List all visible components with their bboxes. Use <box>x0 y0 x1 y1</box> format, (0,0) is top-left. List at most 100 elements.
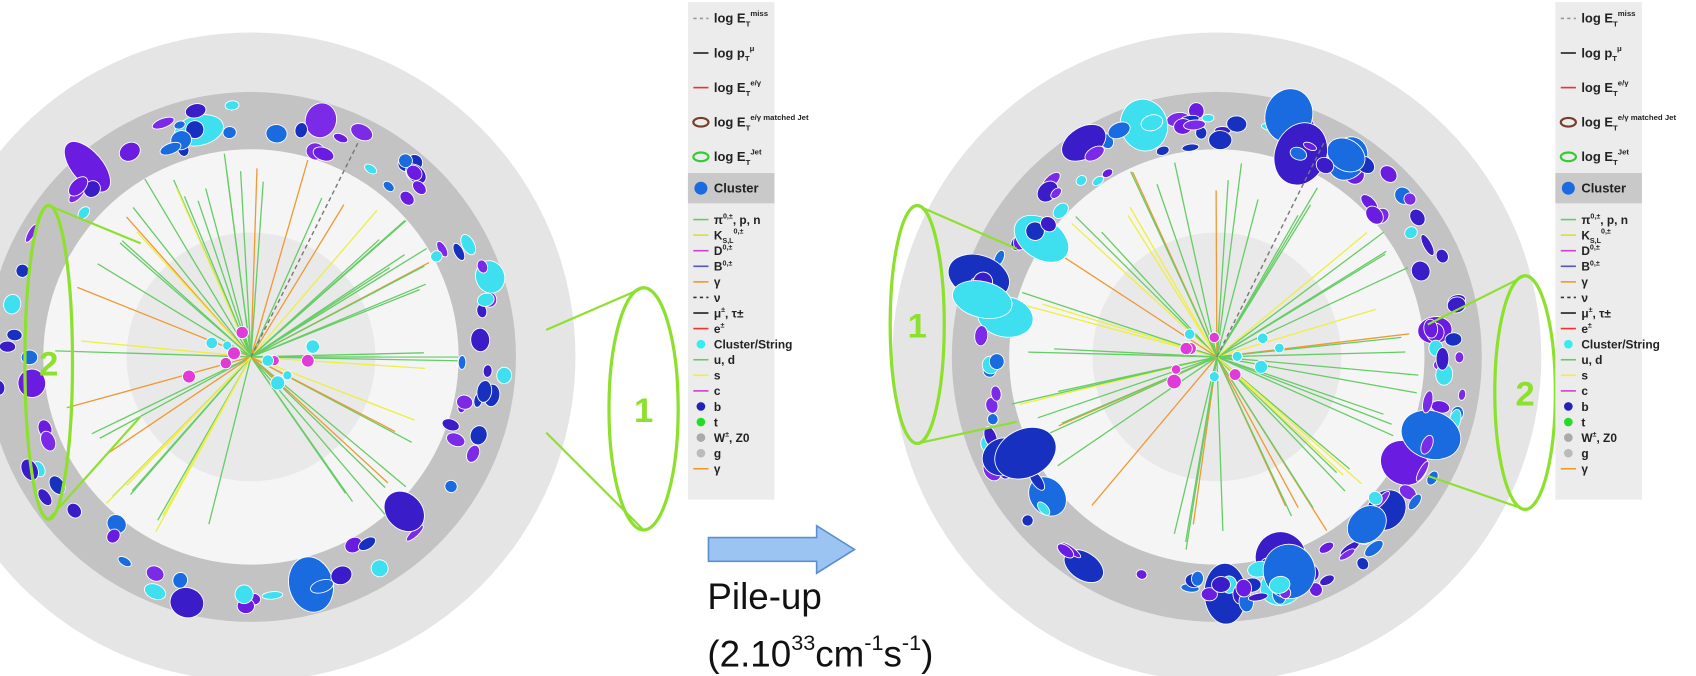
legend-label: π0,±, p, n <box>1581 213 1628 227</box>
superscript: μ <box>1617 44 1622 53</box>
vertex <box>1167 374 1181 388</box>
cluster <box>458 355 466 369</box>
text-part: u, d <box>714 353 735 367</box>
vertex <box>1232 351 1242 361</box>
subscript: T <box>1612 54 1617 63</box>
legend-label: ν <box>714 291 721 305</box>
subscript: T <box>746 20 751 29</box>
cluster <box>1436 348 1449 371</box>
cluster <box>1455 352 1464 363</box>
track <box>1216 190 1217 357</box>
legend-label: Cluster <box>1581 181 1626 196</box>
legend-label: s <box>1581 369 1588 383</box>
vertex <box>228 347 241 360</box>
superscript: ± <box>720 322 724 330</box>
superscript: e/γ matched Jet <box>1618 113 1677 122</box>
text-part: γ <box>1581 275 1588 289</box>
superscript: -1 <box>864 630 883 655</box>
text-part: μ <box>1581 306 1588 320</box>
text-part: , τ± <box>1593 306 1612 320</box>
text-part: s <box>714 369 721 383</box>
superscript: ± <box>1588 322 1592 330</box>
text-part: log E <box>714 149 746 164</box>
cluster <box>1202 114 1214 122</box>
legend-label: γ <box>714 462 721 476</box>
cluster <box>989 354 1004 370</box>
vertex <box>283 371 292 380</box>
jet-label: 1 <box>908 307 927 345</box>
legend-label: μ±, τ± <box>714 306 744 320</box>
legend-label: γ <box>1581 275 1588 289</box>
legend-symbol <box>1564 402 1573 411</box>
text-part: Cluster/String <box>1581 337 1660 351</box>
vertex <box>1209 372 1219 382</box>
text-part: ν <box>714 291 721 305</box>
legend-symbol <box>694 182 707 195</box>
text-part: log E <box>1581 115 1613 130</box>
vertex <box>206 337 218 349</box>
cluster <box>0 341 16 353</box>
legend-label: s <box>714 369 721 383</box>
text-part: W <box>714 431 726 445</box>
event-display: 21 <box>0 32 678 676</box>
legend-label: W±, Z0 <box>714 431 750 445</box>
text-part: μ <box>714 306 721 320</box>
text-part: b <box>714 400 721 414</box>
text-part: log E <box>714 80 746 95</box>
superscript: 0,± <box>1590 213 1600 221</box>
superscript: 0,± <box>734 228 744 236</box>
text-part: b <box>1581 400 1588 414</box>
text-part: , p, n <box>733 213 761 227</box>
vertex <box>220 357 231 368</box>
legend-label: b <box>1581 400 1588 414</box>
vertex <box>1171 365 1181 375</box>
legend-label: b <box>714 400 721 414</box>
legend-symbol <box>1564 449 1573 458</box>
text-part: , τ± <box>725 306 744 320</box>
vertex <box>1257 333 1268 344</box>
superscript: e/γ <box>750 78 761 87</box>
vertex <box>183 370 196 383</box>
subscript: T <box>1613 89 1618 98</box>
text-part: log E <box>1581 149 1613 164</box>
legend-symbol <box>697 402 706 411</box>
text-part: g <box>714 447 721 461</box>
subscript: T <box>1613 158 1618 167</box>
superscript: 0,± <box>1590 259 1600 267</box>
text-part: c <box>714 384 721 398</box>
vertex <box>1180 342 1192 354</box>
text-part: Cluster/String <box>714 337 793 351</box>
vertex <box>306 340 319 353</box>
legend-symbol <box>697 418 706 427</box>
text-part: log p <box>1581 45 1612 60</box>
text-part: , Z0 <box>1596 431 1617 445</box>
jet-cone-edge <box>546 433 643 530</box>
legend-label: γ <box>1581 462 1588 476</box>
jet-label: 2 <box>1515 376 1534 414</box>
vertex <box>301 354 314 367</box>
superscript: e/γ matched Jet <box>750 113 809 122</box>
text-part: c <box>1581 384 1588 398</box>
text-part: g <box>1581 447 1588 461</box>
arrow <box>708 526 854 574</box>
legend-label: Cluster <box>714 181 759 196</box>
figure: 21 12 log ETmisslog pTμlog ETe/γlog ETe/… <box>0 0 1696 676</box>
text-part: u, d <box>1581 353 1602 367</box>
legend-label: π0,±, p, n <box>714 213 761 227</box>
subscript: T <box>1613 123 1618 132</box>
text-part: s <box>884 633 902 674</box>
rate-label: (2.1033cm-1s-1) <box>707 630 933 674</box>
text-part: ν <box>1581 291 1588 305</box>
text-part: , Z0 <box>729 431 750 445</box>
text-part: log p <box>714 45 745 60</box>
legend: log ETmisslog pTμlog ETe/γlog ETe/γ matc… <box>1555 2 1676 500</box>
legend-symbol <box>1562 182 1575 195</box>
text-part: (2.10 <box>707 633 791 674</box>
superscript: 0,± <box>1601 228 1611 236</box>
text-part: Cluster <box>714 181 759 196</box>
legend-label: Cluster/String <box>1581 337 1660 351</box>
superscript: 0,± <box>722 259 732 267</box>
legend-symbol <box>697 433 706 442</box>
vertex <box>1275 343 1285 353</box>
legend-label: W±, Z0 <box>1581 431 1617 445</box>
